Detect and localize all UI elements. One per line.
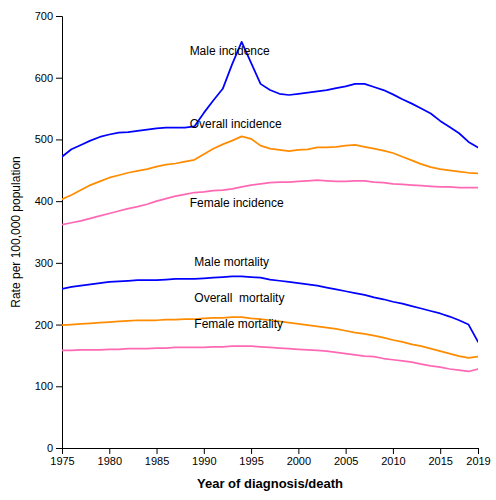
x-axis-line bbox=[63, 449, 479, 455]
x-tick: 2015 bbox=[428, 448, 452, 467]
x-tick-mark bbox=[298, 448, 299, 454]
x-tick: 1995 bbox=[239, 448, 263, 467]
x-tick: 2000 bbox=[287, 448, 311, 467]
y-tick-mark bbox=[56, 78, 62, 79]
x-tick-mark bbox=[204, 448, 205, 454]
annotation: Female mortality bbox=[194, 317, 283, 331]
annotation: Male incidence bbox=[190, 44, 270, 58]
series-line bbox=[62, 317, 478, 358]
y-tick-label: 200 bbox=[35, 319, 53, 331]
x-tick: 2010 bbox=[381, 448, 405, 467]
y-tick-mark bbox=[56, 386, 62, 387]
y-tick-label: 400 bbox=[35, 195, 53, 207]
y-tick-mark bbox=[56, 139, 62, 140]
chart: 1975198019851990199520002005201020152019… bbox=[0, 0, 496, 500]
y-tick-label: 700 bbox=[35, 10, 53, 22]
x-tick: 1975 bbox=[50, 448, 74, 467]
y-tick-label: 600 bbox=[35, 72, 53, 84]
x-tick-label: 1980 bbox=[98, 455, 122, 467]
x-tick-label: 2019 bbox=[466, 455, 490, 467]
x-tick-label: 2005 bbox=[334, 455, 358, 467]
annotation: Female incidence bbox=[190, 196, 284, 210]
series-line bbox=[62, 346, 478, 371]
y-tick-mark bbox=[56, 448, 62, 449]
series-line bbox=[62, 42, 478, 157]
y-tick: 500 bbox=[35, 133, 62, 145]
x-tick-label: 1990 bbox=[192, 455, 216, 467]
y-tick-mark bbox=[56, 325, 62, 326]
series-line bbox=[62, 136, 478, 199]
y-tick: 700 bbox=[35, 10, 62, 22]
x-tick-label: 1985 bbox=[145, 455, 169, 467]
x-tick-mark bbox=[478, 448, 479, 454]
series-line bbox=[62, 180, 478, 224]
x-tick: 1980 bbox=[98, 448, 122, 467]
annotation: Male mortality bbox=[194, 255, 269, 269]
y-tick-label: 300 bbox=[35, 257, 53, 269]
x-tick: 1990 bbox=[192, 448, 216, 467]
x-tick-label: 2015 bbox=[428, 455, 452, 467]
y-axis-title: Rate per 100,000 population bbox=[9, 156, 23, 307]
y-tick: 200 bbox=[35, 319, 62, 331]
y-tick-mark bbox=[56, 16, 62, 17]
x-tick: 2019 bbox=[466, 448, 490, 467]
y-tick: 0 bbox=[47, 442, 62, 454]
x-tick-label: 2000 bbox=[287, 455, 311, 467]
annotations: Male incidence Overall incidence Female in… bbox=[190, 44, 285, 331]
series-line bbox=[62, 276, 478, 341]
x-axis: 1975 1980 1985 1990 1995 2000 2005 2010 2015 2019 bbox=[50, 448, 490, 467]
y-tick-mark bbox=[56, 201, 62, 202]
x-tick-label: 1995 bbox=[239, 455, 263, 467]
y-tick-label: 500 bbox=[35, 133, 53, 145]
lines bbox=[62, 42, 478, 372]
x-tick-mark bbox=[440, 448, 441, 454]
y-tick-mark bbox=[56, 263, 62, 264]
x-tick-mark bbox=[251, 448, 252, 454]
annotation: Overall incidence bbox=[190, 117, 282, 131]
x-tick-mark bbox=[346, 448, 347, 454]
y-tick: 400 bbox=[35, 195, 62, 207]
y-axis: 0 100 200 300 400 500 600 700 bbox=[35, 10, 63, 454]
y-tick: 300 bbox=[35, 257, 62, 269]
y-tick: 600 bbox=[35, 72, 62, 84]
plot: 1975198019851990199520002005201020152019… bbox=[35, 10, 491, 467]
y-axis-line bbox=[56, 17, 63, 449]
x-tick-mark bbox=[393, 448, 394, 454]
x-tick-mark bbox=[109, 448, 110, 454]
x-axis-title: Year of diagnosis/death bbox=[197, 476, 343, 491]
y-tick-label: 100 bbox=[35, 380, 53, 392]
annotation: Overall mortality bbox=[194, 291, 284, 305]
x-tick-mark bbox=[157, 448, 158, 454]
x-tick-label: 2010 bbox=[381, 455, 405, 467]
x-tick: 1985 bbox=[145, 448, 169, 467]
y-tick: 100 bbox=[35, 380, 62, 392]
x-tick-label: 1975 bbox=[50, 455, 74, 467]
x-tick: 2005 bbox=[334, 448, 358, 467]
y-tick-label: 0 bbox=[47, 442, 53, 454]
